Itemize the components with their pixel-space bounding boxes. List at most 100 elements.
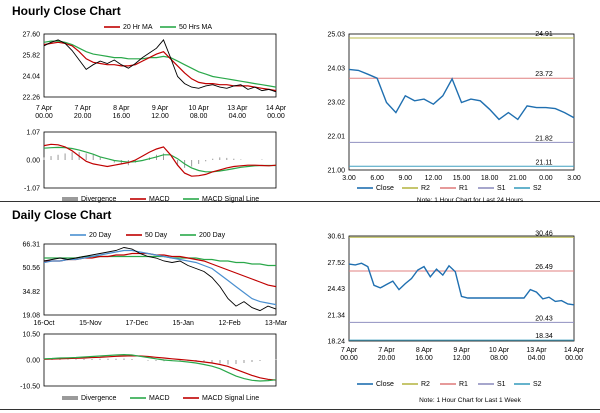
hourly-levels-legend-s2-label: S2 [533, 185, 542, 192]
daily-levels-x-tick: 20.00 [378, 355, 396, 362]
hourly-legend-divergence-label: Divergence [81, 196, 117, 203]
daily-levels-x-tick: 7 Apr [341, 347, 358, 354]
hourly-levels-y-tick: 24.03 [327, 66, 345, 73]
daily-levels-x-tick: 00.00 [565, 355, 583, 362]
section-divider [0, 201, 600, 202]
hourly-20hr-ma-line [43, 41, 277, 92]
daily-levels-frame [348, 235, 575, 342]
hourly-price-x-tick: 9 Apr [152, 105, 169, 112]
hourly-50hr-ma-line [43, 40, 277, 88]
hourly-levels-legend-r2-label: R2 [421, 185, 430, 192]
daily-price-y-tick: 66.31 [22, 242, 40, 249]
hourly-levels-level-label: 23.72 [535, 71, 553, 78]
hourly-legend-macd-label: MACD [149, 196, 170, 203]
daily-legend-50day-label: 50 Day [145, 232, 168, 239]
hourly-macd-y-tick: 0.00 [26, 158, 40, 165]
daily-legend-200day-label: 200 Day [199, 232, 226, 239]
daily-price-x-tick: 17-Dec [126, 320, 149, 327]
hourly-price-x-tick: 10 Apr [189, 105, 210, 112]
daily-legend-20day-label: 20 Day [89, 232, 112, 239]
hourly-levels-level-label: 21.11 [536, 159, 553, 166]
hourly-price-x-tick: 08.00 [190, 113, 208, 120]
hourly-levels-x-tick: 9.00 [398, 175, 412, 182]
hourly-price-x-tick: 20.00 [74, 113, 92, 120]
daily-levels-x-tick: 14 Apr [564, 347, 585, 354]
daily-levels-x-tick: 00.00 [340, 355, 358, 362]
hourly-legend-20hr-label: 20 Hr MA [123, 24, 153, 31]
hourly-price-frame [43, 33, 277, 98]
hourly-levels-x-tick: 6.00 [370, 175, 384, 182]
hourly-levels-y-tick: 21.00 [327, 168, 345, 175]
daily-levels-y-tick: 30.61 [327, 234, 345, 241]
daily-levels-legend-close-label: Close [376, 381, 394, 388]
hourly-price-y-tick: 27.60 [22, 32, 40, 39]
hourly-levels-y-tick: 25.03 [327, 32, 345, 39]
daily-levels-x-tick: 10 Apr [489, 347, 510, 354]
daily-macd-y-tick: 0.00 [26, 358, 40, 365]
hourly-price-x-tick: 00.00 [35, 113, 53, 120]
daily-price-x-tick: 15-Nov [79, 320, 102, 327]
hourly-price-y-tick: 22.26 [22, 95, 40, 102]
daily-legend-divergence-label: Divergence [81, 395, 117, 402]
daily-levels-legend-s2-label: S2 [533, 381, 542, 388]
daily-price-x-tick: 15-Jan [172, 320, 194, 327]
hourly-macd-y-tick: -1.07 [24, 186, 40, 193]
daily-levels-legend-s1-label: S1 [497, 381, 506, 388]
hourly-levels-x-tick: 3.00 [567, 175, 581, 182]
daily-price-y-tick: 34.82 [22, 289, 40, 296]
daily-macd-y-tick: -10.50 [20, 384, 40, 391]
daily-price-x-tick: 12-Feb [219, 320, 241, 327]
hourly-price-y-tick: 25.82 [22, 53, 40, 60]
hourly-price-line [43, 39, 277, 93]
hourly-macd-line [43, 143, 277, 177]
daily-legend-macd-label: MACD [149, 395, 170, 402]
hourly-levels-x-tick: 0.00 [539, 175, 553, 182]
hourly-legend-50hr-label: 50 Hrs MA [179, 24, 212, 31]
daily-levels-x-tick: 9 Apr [453, 347, 470, 354]
daily-levels-close-line [348, 262, 575, 306]
daily-section-title: Daily Close Chart [12, 208, 112, 222]
daily-levels-x-tick: 04.00 [528, 355, 546, 362]
daily-levels-legend-r2-label: R2 [421, 381, 430, 388]
hourly-price-x-tick: 7 Apr [74, 105, 91, 112]
daily-price-line [43, 247, 277, 312]
bottom-divider [0, 409, 600, 410]
hourly-legend-divergence-swatch [62, 197, 78, 201]
daily-levels-x-tick: 16.00 [415, 355, 433, 362]
daily-levels-x-tick: 12.00 [453, 355, 471, 362]
hourly-price-x-tick: 04.00 [229, 113, 247, 120]
daily-levels-level-label: 20.43 [535, 315, 553, 322]
daily-price-y-tick: 50.56 [22, 265, 40, 272]
daily-levels-x-tick: 13 Apr [526, 347, 547, 354]
daily-macd-y-tick: 10.50 [22, 332, 40, 339]
daily-levels-y-tick: 18.24 [327, 339, 345, 346]
daily-20day-line [43, 249, 277, 306]
hourly-levels-legend-r1-label: R1 [459, 185, 468, 192]
daily-levels-x-tick: 08.00 [490, 355, 508, 362]
hourly-price-x-tick: 14 Apr [266, 105, 287, 112]
hourly-levels-level-label: 21.82 [535, 135, 553, 142]
daily-price-x-tick: 13-Mar [265, 320, 288, 327]
daily-levels-level-label: 26.49 [535, 264, 553, 271]
daily-price-frame [43, 243, 277, 316]
hourly-legend-signal-label: MACD Signal Line [202, 196, 259, 203]
daily-macd-line [43, 353, 277, 382]
daily-levels-x-tick: 7 Apr [378, 347, 395, 354]
hourly-levels-y-tick: 22.01 [327, 134, 345, 141]
hourly-levels-frame [348, 33, 575, 171]
daily-levels-level-label: 30.46 [535, 230, 553, 237]
daily-legend-divergence-swatch [62, 396, 78, 400]
hourly-levels-close-line [348, 68, 575, 121]
daily-price-x-tick: 16-Oct [33, 320, 54, 327]
hourly-levels-level-label: 24.91 [535, 31, 553, 38]
daily-signal-line [43, 355, 277, 381]
daily-levels-y-tick: 27.52 [327, 260, 345, 267]
hourly-price-x-tick: 8 Apr [113, 105, 130, 112]
hourly-levels-x-tick: 15.00 [453, 175, 471, 182]
hourly-price-x-tick: 7 Apr [36, 105, 53, 112]
hourly-levels-x-tick: 21.00 [509, 175, 527, 182]
hourly-levels-legend-s1-label: S1 [497, 185, 506, 192]
daily-levels-legend-r1-label: R1 [459, 381, 468, 388]
daily-levels-y-tick: 24.43 [327, 286, 345, 293]
daily-legend-signal-label: MACD Signal Line [202, 395, 259, 402]
